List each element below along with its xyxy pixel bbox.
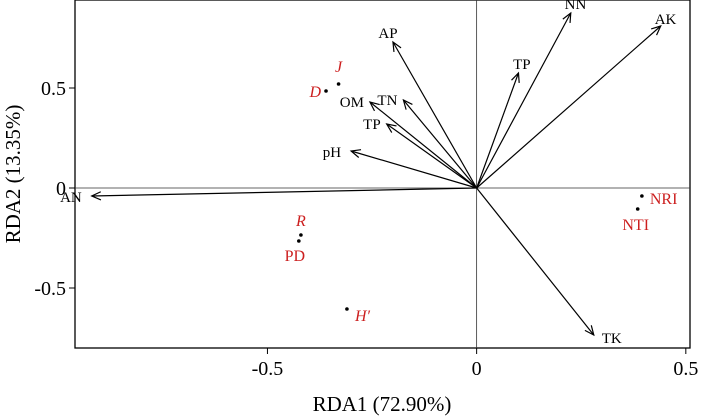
site-point [336,82,341,86]
x-axis-title: RDA1 (72.90%) [313,392,452,416]
arrow-head [562,11,572,24]
y-tick-label: -0.5 [34,278,66,300]
x-tick-label: 0 [472,358,482,380]
arrow-head [90,191,102,201]
vector-tp: TP [363,117,477,189]
vector-ph: pH [323,145,477,189]
vector-shaft [476,72,520,189]
vector-ak: AK [476,12,677,189]
arrow-head [402,98,413,110]
vector-shaft [476,12,572,189]
site-pd: PD [285,239,305,265]
site-h: H′ [345,307,370,325]
y-tick-label: 0.5 [41,78,66,100]
site-point [640,194,644,198]
vector-shaft [392,41,478,189]
vector-shaft [91,187,477,197]
vector-shaft [386,123,477,189]
arrow-head [368,101,380,112]
vector-shaft [350,150,477,189]
vector-shaft [369,101,478,189]
arrow-head [349,149,362,158]
site-r: R [295,213,306,237]
site-point [297,239,301,243]
vector-label: TK [602,331,622,347]
y-tick-label: 0 [56,178,66,200]
vector-label: OM [340,95,364,111]
site-nri: NRI [640,191,677,208]
site-j: J [335,59,343,86]
vector-label: AN [60,190,82,206]
arrow-head [584,325,595,337]
x-tick-label: -0.5 [252,358,284,380]
site-label: NTI [622,217,649,234]
variable-vectors: NN AK TP AP TN OM TP pH AN TK [60,0,676,347]
arrow-head [650,25,662,36]
site-label: D [308,84,321,101]
site-point [324,89,328,93]
plot-frame [74,0,691,349]
vector-label: TP [363,117,381,133]
arrow-head [385,123,397,133]
vector-tk: TK [476,187,622,347]
y-axis-title: RDA2 (13.35%) [1,105,25,244]
site-d: D [308,84,328,101]
vector-shaft [476,25,662,189]
site-label: PD [285,248,305,265]
axis-ticks: -0.5 0 0.5 0.5 0 -0.5 [34,78,698,380]
vector-label: NN [565,0,587,13]
vector-om: OM [340,95,478,189]
site-nti: NTI [622,207,649,234]
vector-ap: AP [378,26,478,189]
vector-label: AP [378,26,397,42]
arrow-head [511,71,520,84]
site-label: NRI [650,191,678,208]
site-point [345,307,349,311]
vector-tp: TP [476,57,531,189]
site-point [635,207,640,211]
vector-label: pH [323,145,342,161]
site-label: H′ [354,308,371,325]
vector-an: AN [60,187,477,206]
vector-tn: TN [377,93,478,189]
site-point [299,233,303,237]
vector-shaft [476,187,595,336]
vector-label: AK [655,12,677,28]
site-label: J [335,59,343,76]
vector-shaft [402,99,478,189]
vector-nn: NN [476,0,587,189]
vector-label: TN [377,93,397,109]
vector-label: TP [513,57,531,73]
arrow-head [392,40,402,53]
site-label: R [295,213,306,230]
x-tick-label: 0.5 [673,358,698,380]
